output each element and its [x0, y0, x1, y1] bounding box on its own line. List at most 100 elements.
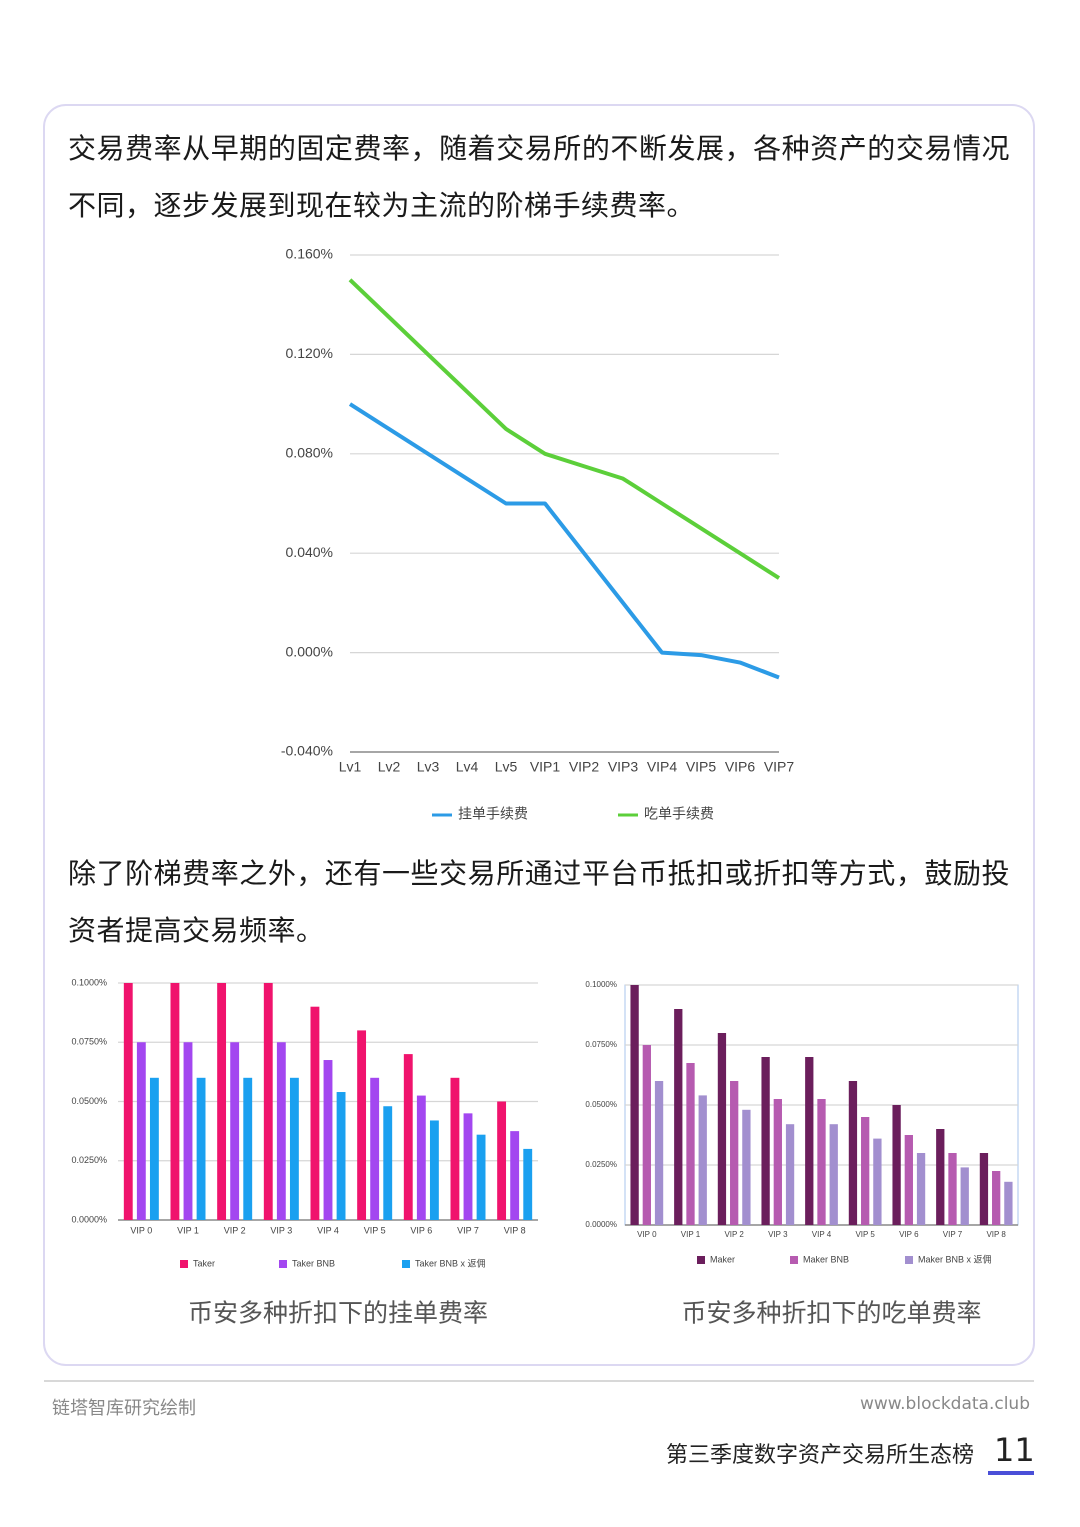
x-tick-label: VIP 8	[986, 1230, 1006, 1239]
x-tick-label: Lv1	[339, 759, 362, 775]
bar	[805, 1057, 814, 1225]
x-tick-label: VIP 0	[130, 1225, 152, 1235]
bar	[698, 1095, 707, 1225]
page-number: 11	[994, 1431, 1035, 1469]
x-tick-label: VIP7	[764, 759, 795, 775]
y-tick-label: 0.0250%	[71, 1155, 107, 1165]
line-series	[348, 402, 780, 680]
x-tick-label: VIP 7	[457, 1225, 479, 1235]
bar	[450, 1077, 460, 1220]
bar	[510, 1131, 520, 1220]
bar	[476, 1134, 486, 1220]
legend-swatch	[180, 1260, 188, 1268]
bar	[263, 983, 273, 1220]
bar	[230, 1042, 240, 1220]
bar	[630, 985, 639, 1225]
bar	[243, 1077, 253, 1220]
x-tick-label: Lv2	[378, 759, 401, 775]
y-tick-label: 0.120%	[286, 345, 333, 361]
y-tick-label: 0.000%	[286, 643, 333, 659]
bar	[892, 1105, 901, 1225]
x-tick-label: VIP 6	[899, 1230, 919, 1239]
legend-swatch	[697, 1256, 705, 1264]
bar	[183, 1042, 193, 1220]
x-tick-label: VIP 6	[410, 1225, 432, 1235]
x-tick-label: VIP 2	[724, 1230, 744, 1239]
x-tick-label: VIP6	[725, 759, 756, 775]
x-tick-label: VIP 1	[681, 1230, 701, 1239]
bar	[829, 1124, 838, 1225]
chart-caption: 币安多种折扣下的吃单费率	[681, 1300, 981, 1328]
bar	[383, 1106, 393, 1220]
bar	[149, 1077, 159, 1220]
x-tick-label: VIP 5	[364, 1225, 386, 1235]
x-tick-label: VIP 4	[317, 1225, 339, 1235]
bar	[642, 1045, 651, 1225]
y-tick-label: 0.1000%	[71, 977, 107, 987]
y-tick-label: 0.040%	[286, 544, 333, 560]
x-tick-label: VIP5	[686, 759, 717, 775]
y-tick-label: -0.040%	[281, 743, 333, 759]
bar	[429, 1120, 439, 1220]
x-tick-label: VIP 4	[812, 1230, 832, 1239]
chart-caption: 币安多种折扣下的挂单费率	[188, 1300, 488, 1328]
legend-label: 挂单手续费	[458, 806, 528, 822]
website: www.blockdata.club	[860, 1394, 1030, 1414]
x-tick-label: VIP1	[530, 759, 561, 775]
legend-label: Taker BNB x 返佣	[415, 1257, 486, 1268]
x-tick-label: Lv3	[417, 759, 440, 775]
bar	[654, 1081, 664, 1225]
bar	[403, 1054, 413, 1220]
y-tick-label: 0.0000%	[585, 1220, 617, 1229]
source: 链塔智库研究绘制	[52, 1398, 196, 1419]
y-tick-label: 0.0000%	[71, 1214, 107, 1224]
bar	[336, 1092, 346, 1220]
x-tick-label: VIP 3	[768, 1230, 788, 1239]
y-tick-label: 0.080%	[286, 445, 333, 461]
x-tick-label: VIP 1	[177, 1225, 199, 1235]
bar	[416, 1095, 426, 1220]
bar	[370, 1077, 380, 1220]
bar	[848, 1081, 858, 1225]
paragraph: 除了阶梯费率之外，还有一些交易所通过平台币抵扣或折扣等方式，鼓励投资者提高交易频…	[68, 857, 1010, 947]
bar	[276, 1042, 286, 1220]
legend-label: Maker BNB x 返佣	[918, 1253, 992, 1264]
bar	[323, 1060, 333, 1220]
bar	[785, 1124, 795, 1225]
bar	[123, 983, 133, 1220]
legend-label: Maker BNB	[803, 1254, 849, 1264]
bar	[948, 1153, 957, 1225]
legend-swatch	[790, 1256, 798, 1264]
bar	[196, 1077, 206, 1220]
x-tick-label: Lv5	[495, 759, 518, 775]
bar	[861, 1117, 870, 1225]
bar	[904, 1135, 913, 1225]
y-tick-label: 0.0750%	[585, 1040, 617, 1049]
y-tick-label: 0.0500%	[71, 1096, 107, 1106]
x-tick-label: VIP4	[647, 759, 678, 775]
bar	[761, 1057, 770, 1225]
bar	[289, 1077, 299, 1220]
bar	[916, 1153, 926, 1225]
bar	[992, 1171, 1001, 1225]
legend-swatch	[905, 1256, 913, 1264]
legend-label: 吃单手续费	[644, 806, 714, 822]
y-tick-label: 0.0750%	[71, 1037, 107, 1047]
bar	[170, 983, 180, 1220]
bar	[674, 1009, 683, 1225]
bar	[686, 1063, 695, 1225]
legend-swatch	[279, 1260, 287, 1268]
legend-label: Maker	[710, 1254, 735, 1264]
x-tick-label: Lv4	[456, 759, 479, 775]
y-tick-label: 0.1000%	[585, 980, 617, 989]
card	[43, 104, 1035, 1366]
bar	[217, 983, 227, 1220]
bar	[960, 1167, 969, 1225]
report-title: 第三季度数字资产交易所生态榜	[665, 1443, 974, 1468]
bar	[463, 1113, 473, 1220]
paragraph: 交易费率从早期的固定费率，随着交易所的不断发展，各种资产的交易情况不同，逐步发展…	[68, 132, 1010, 222]
bar	[497, 1101, 507, 1220]
x-tick-label: VIP 2	[224, 1225, 246, 1235]
bar	[817, 1099, 826, 1225]
